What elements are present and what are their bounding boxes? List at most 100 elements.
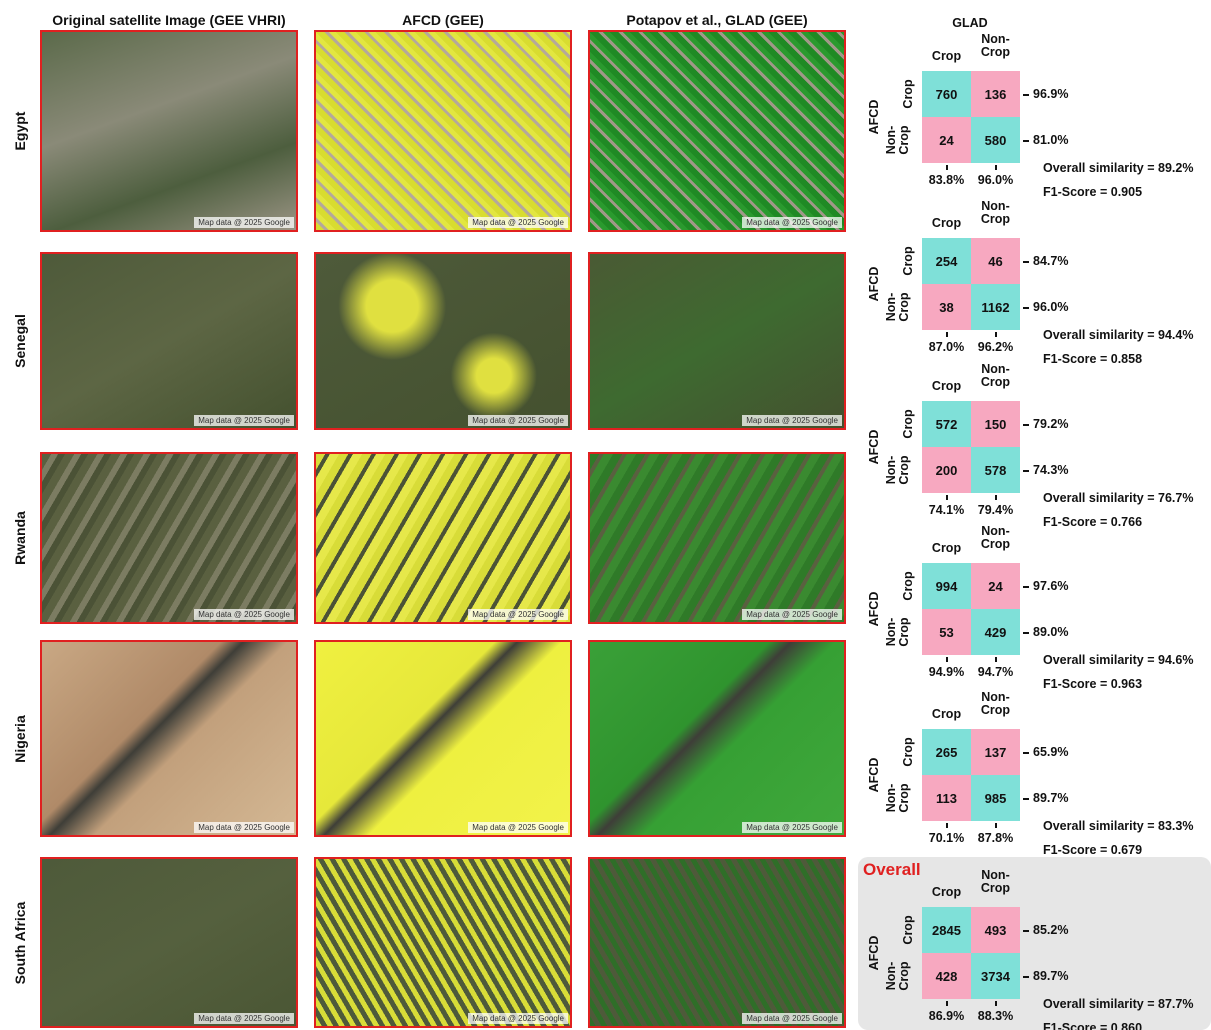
matrix-cell: 985 [971, 775, 1020, 821]
row-tick [1023, 586, 1029, 588]
region-label: Rwanda [12, 511, 28, 565]
map-credit: Map data @ 2025 Google [742, 822, 842, 833]
map-image: Map data @ 2025 Google [588, 30, 846, 232]
map-credit: Map data @ 2025 Google [742, 415, 842, 426]
matrix-cell: 760 [922, 71, 971, 117]
row-label: Crop [901, 79, 915, 108]
afcd-label: AFCD [867, 592, 881, 627]
map-image: Map data @ 2025 Google [40, 452, 298, 624]
row-percent: 89.7% [1033, 791, 1068, 805]
row-percent: 81.0% [1033, 133, 1068, 147]
row-tick [1023, 798, 1029, 800]
map-credit: Map data @ 2025 Google [468, 822, 568, 833]
map-image: Map data @ 2025 Google [314, 452, 572, 624]
col-percent: 88.3% [978, 1009, 1013, 1023]
map-image: Map data @ 2025 Google [314, 640, 572, 837]
afcd-label: AFCD [867, 936, 881, 971]
column-title: AFCD (GEE) [402, 12, 484, 28]
map-credit: Map data @ 2025 Google [742, 217, 842, 228]
f1-score: F1-Score = 0.766 [1043, 515, 1142, 529]
region-label: South Africa [12, 901, 28, 984]
col-tick [946, 332, 948, 337]
matrix-cell: 994 [922, 563, 971, 609]
row-tick [1023, 752, 1029, 754]
map-image: Map data @ 2025 Google [314, 857, 572, 1028]
map-credit: Map data @ 2025 Google [194, 822, 294, 833]
col-percent: 87.8% [978, 831, 1013, 845]
map-image: Map data @ 2025 Google [40, 640, 298, 837]
col-percent: 79.4% [978, 503, 1013, 517]
matrix-cell: 254 [922, 238, 971, 284]
map-image: Map data @ 2025 Google [40, 857, 298, 1028]
matrix-cell: 580 [971, 117, 1020, 163]
matrix-cell: 429 [971, 609, 1020, 655]
map-credit: Map data @ 2025 Google [194, 217, 294, 228]
matrix-cell: 578 [971, 447, 1020, 493]
row-percent: 74.3% [1033, 463, 1068, 477]
col-label: Crop [932, 49, 961, 63]
row-tick [1023, 261, 1029, 263]
map-credit: Map data @ 2025 Google [468, 415, 568, 426]
row-label: Crop [901, 246, 915, 275]
row-label: Non-Crop [885, 959, 911, 993]
column-title: Original satellite Image (GEE VHRI) [52, 12, 285, 28]
row-label: Non-Crop [885, 290, 911, 324]
row-percent: 85.2% [1033, 923, 1068, 937]
matrix-cell: 46 [971, 238, 1020, 284]
column-title: Potapov et al., GLAD (GEE) [626, 12, 807, 28]
col-label: Non-Crop [979, 869, 1013, 895]
col-percent: 74.1% [929, 503, 964, 517]
afcd-label: AFCD [867, 100, 881, 135]
row-percent: 79.2% [1033, 417, 1068, 431]
row-tick [1023, 94, 1029, 96]
row-percent: 96.0% [1033, 300, 1068, 314]
row-tick [1023, 632, 1029, 634]
row-percent: 84.7% [1033, 254, 1068, 268]
col-percent: 87.0% [929, 340, 964, 354]
row-percent: 97.6% [1033, 579, 1068, 593]
f1-score: F1-Score = 0.860 [1043, 1021, 1142, 1030]
row-percent: 65.9% [1033, 745, 1068, 759]
row-tick [1023, 424, 1029, 426]
col-percent: 94.9% [929, 665, 964, 679]
similarity: Overall similarity = 83.3% [1043, 819, 1193, 833]
matrix-title: Overall [863, 860, 921, 880]
row-tick [1023, 976, 1029, 978]
col-tick [946, 1001, 948, 1006]
matrix-cell: 2845 [922, 907, 971, 953]
matrix-cell: 3734 [971, 953, 1020, 999]
row-label: Non-Crop [885, 615, 911, 649]
col-label: Crop [932, 707, 961, 721]
row-label: Crop [901, 915, 915, 944]
col-percent: 96.2% [978, 340, 1013, 354]
similarity: Overall similarity = 87.7% [1043, 997, 1193, 1011]
matrix-cell: 493 [971, 907, 1020, 953]
row-label: Non-Crop [885, 453, 911, 487]
matrix-cell: 428 [922, 953, 971, 999]
matrix-cell: 572 [922, 401, 971, 447]
col-label: Non-Crop [979, 525, 1013, 551]
matrix-cell: 24 [971, 563, 1020, 609]
col-tick [995, 332, 997, 337]
figure: Original satellite Image (GEE VHRI) AFCD … [0, 0, 1211, 1030]
map-image: Map data @ 2025 Google [588, 452, 846, 624]
col-tick [946, 657, 948, 662]
map-credit: Map data @ 2025 Google [468, 217, 568, 228]
f1-score: F1-Score = 0.963 [1043, 677, 1142, 691]
row-label: Crop [901, 571, 915, 600]
col-label: Crop [932, 216, 961, 230]
col-tick [995, 823, 997, 828]
map-image: Map data @ 2025 Google [588, 857, 846, 1028]
similarity: Overall similarity = 89.2% [1043, 161, 1193, 175]
col-percent: 83.8% [929, 173, 964, 187]
matrix-cell: 137 [971, 729, 1020, 775]
matrix-cell: 200 [922, 447, 971, 493]
map-image: Map data @ 2025 Google [314, 252, 572, 430]
map-credit: Map data @ 2025 Google [742, 1013, 842, 1024]
col-label: Non-Crop [979, 691, 1013, 717]
similarity: Overall similarity = 94.6% [1043, 653, 1193, 667]
col-tick [995, 495, 997, 500]
col-tick [946, 823, 948, 828]
col-percent: 70.1% [929, 831, 964, 845]
map-image: Map data @ 2025 Google [40, 252, 298, 430]
